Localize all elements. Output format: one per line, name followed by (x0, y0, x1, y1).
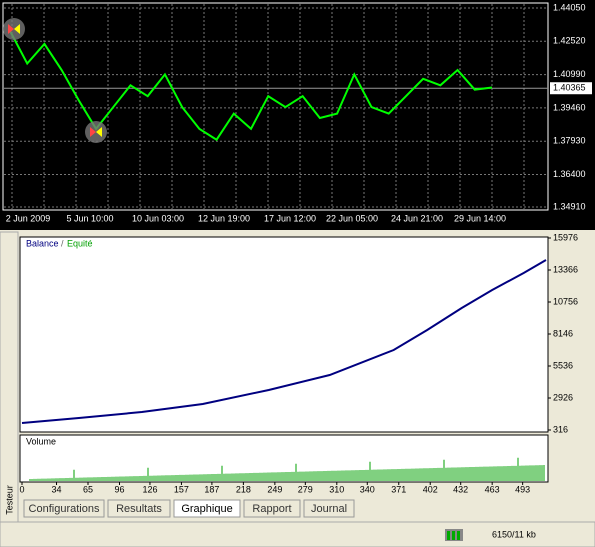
trade-arrow (8, 24, 14, 34)
x-tick-label: 34 (52, 484, 62, 494)
tab-label[interactable]: Configurations (29, 503, 100, 515)
volume-label: Volume (26, 436, 56, 446)
tab[interactable] (107, 499, 171, 518)
price-chart-bg (0, 0, 595, 230)
trade-arrow (14, 24, 20, 34)
trade-arrow (90, 127, 96, 137)
price-tick-label: 1.40990 (553, 69, 586, 79)
y-tick-label: 5536 (553, 360, 573, 370)
price-tick-label: 1.37930 (553, 136, 586, 146)
balance-line (21, 259, 547, 424)
price-x-label: 12 Jun 19:00 (198, 213, 250, 223)
price-x-label: 10 Jun 03:00 (132, 213, 184, 223)
current-price-label: 1.40365 (553, 83, 586, 93)
price-x-label: 2 Jun 2009 (6, 213, 51, 223)
legend-balance: Balance (26, 238, 59, 248)
price-x-label: 22 Jun 05:00 (326, 213, 378, 223)
price-x-label: 5 Jun 10:00 (66, 213, 113, 223)
price-tick-label: 1.42520 (553, 36, 586, 46)
x-tick-label: 371 (391, 484, 406, 494)
x-tick-label: 218 (236, 484, 251, 494)
tab[interactable] (23, 499, 105, 518)
status-icon (445, 529, 463, 541)
legend-equity: Equité (67, 238, 93, 248)
y-tick-label: 8146 (553, 328, 573, 338)
balance-panel (19, 236, 549, 433)
price-tick-label: 1.44050 (553, 2, 586, 12)
price-tick-label: 1.36400 (553, 169, 586, 179)
x-tick-label: 310 (329, 484, 344, 494)
x-tick-label: 432 (453, 484, 468, 494)
x-tick-label: 65 (83, 484, 93, 494)
x-tick-label: 96 (114, 484, 124, 494)
tab[interactable] (173, 499, 241, 518)
y-tick-label: 10756 (553, 296, 578, 306)
x-tick-label: 340 (360, 484, 375, 494)
tab-label[interactable]: Rapport (252, 503, 291, 515)
tab[interactable] (303, 499, 355, 518)
legend-sep: / (61, 238, 64, 248)
y-tick-label: 15976 (553, 232, 578, 242)
x-tick-label: 126 (142, 484, 157, 494)
tab-label[interactable]: Resultats (116, 503, 162, 515)
status-text: 6150/11 kb (492, 529, 536, 539)
side-bar (0, 231, 19, 523)
side-label: Testeur (4, 485, 14, 515)
tab-label[interactable]: Graphique (181, 503, 232, 515)
x-tick-label: 493 (515, 484, 530, 494)
price-x-label: 17 Jun 12:00 (264, 213, 316, 223)
x-tick-label: 249 (267, 484, 282, 494)
y-tick-label: 13366 (553, 264, 578, 274)
trade-arrow (96, 127, 102, 137)
price-line (9, 30, 493, 142)
tab[interactable] (243, 499, 301, 518)
price-x-label: 24 Jun 21:00 (391, 213, 443, 223)
status-bar (0, 521, 595, 547)
price-tick-label: 1.34910 (553, 201, 586, 211)
x-tick-label: 157 (174, 484, 189, 494)
x-tick-label: 0 (19, 484, 24, 494)
price-tick-label: 1.39460 (553, 102, 586, 112)
price-x-label: 29 Jun 14:00 (454, 213, 506, 223)
x-tick-label: 187 (204, 484, 219, 494)
tab-label[interactable]: Journal (311, 503, 347, 515)
y-tick-label: 2926 (553, 392, 573, 402)
x-tick-label: 463 (485, 484, 500, 494)
current-price-box (550, 82, 592, 95)
price-frame (2, 2, 549, 211)
x-tick-label: 279 (298, 484, 313, 494)
x-tick-label: 402 (423, 484, 438, 494)
y-tick-label: 316 (553, 424, 568, 434)
